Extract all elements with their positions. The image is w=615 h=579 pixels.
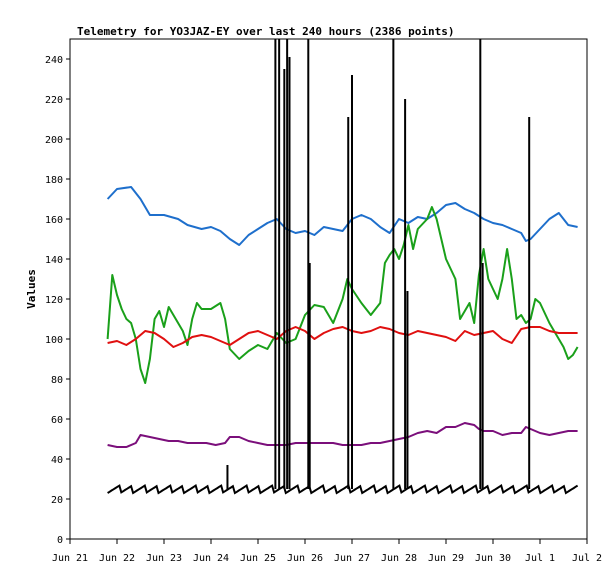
y-axis: 0 20 40 60 80 100 120 140 160 180 200 220 240 [45, 55, 70, 546]
x-tick-label: Jun 25 [240, 553, 276, 564]
series-group [106, 39, 579, 495]
y-tick-label: 0 [57, 535, 63, 546]
y-tick-label: 60 [51, 415, 63, 426]
y-tick-label: 200 [45, 135, 63, 146]
y-tick-label: 240 [45, 55, 63, 66]
x-tick-label: Jul 2 [572, 553, 602, 564]
x-axis: Jun 21 Jun 22 Jun 23 Jun 24 Jun 25 Jun 26 Jun … [52, 539, 602, 564]
series-line-0 [106, 186, 578, 246]
x-tick-label: Jun 27 [334, 553, 370, 564]
y-tick-label: 180 [45, 175, 63, 186]
x-tick-label: Jul 1 [525, 553, 555, 564]
y-tick-label: 140 [45, 255, 63, 266]
x-tick-label: Jun 22 [99, 553, 135, 564]
y-tick-label: 120 [45, 295, 63, 306]
y-tick-label: 80 [51, 375, 63, 386]
series-line-2 [107, 326, 578, 348]
y-tick-label: 160 [45, 215, 63, 226]
y-tick-label: 40 [51, 455, 63, 466]
y-tick-label: 220 [45, 95, 63, 106]
x-tick-label: Jun 21 [52, 553, 88, 564]
series-line-4 [107, 484, 579, 495]
x-tick-label: Jun 26 [287, 553, 323, 564]
x-tick-label: Jun 23 [146, 553, 182, 564]
series-line-1 [106, 206, 579, 384]
plot-frame [69, 38, 588, 540]
y-tick-label: 100 [45, 335, 63, 346]
y-axis-label: Values [25, 269, 38, 309]
x-tick-label: Jun 29 [428, 553, 464, 564]
x-tick-label: Jun 30 [475, 553, 511, 564]
chart-title: Telemetry for YO3JAZ-EY over last 240 ho… [77, 25, 455, 38]
x-tick-label: Jun 24 [193, 553, 229, 564]
y-tick-label: 20 [51, 495, 63, 506]
x-tick-label: Jun 28 [381, 553, 417, 564]
